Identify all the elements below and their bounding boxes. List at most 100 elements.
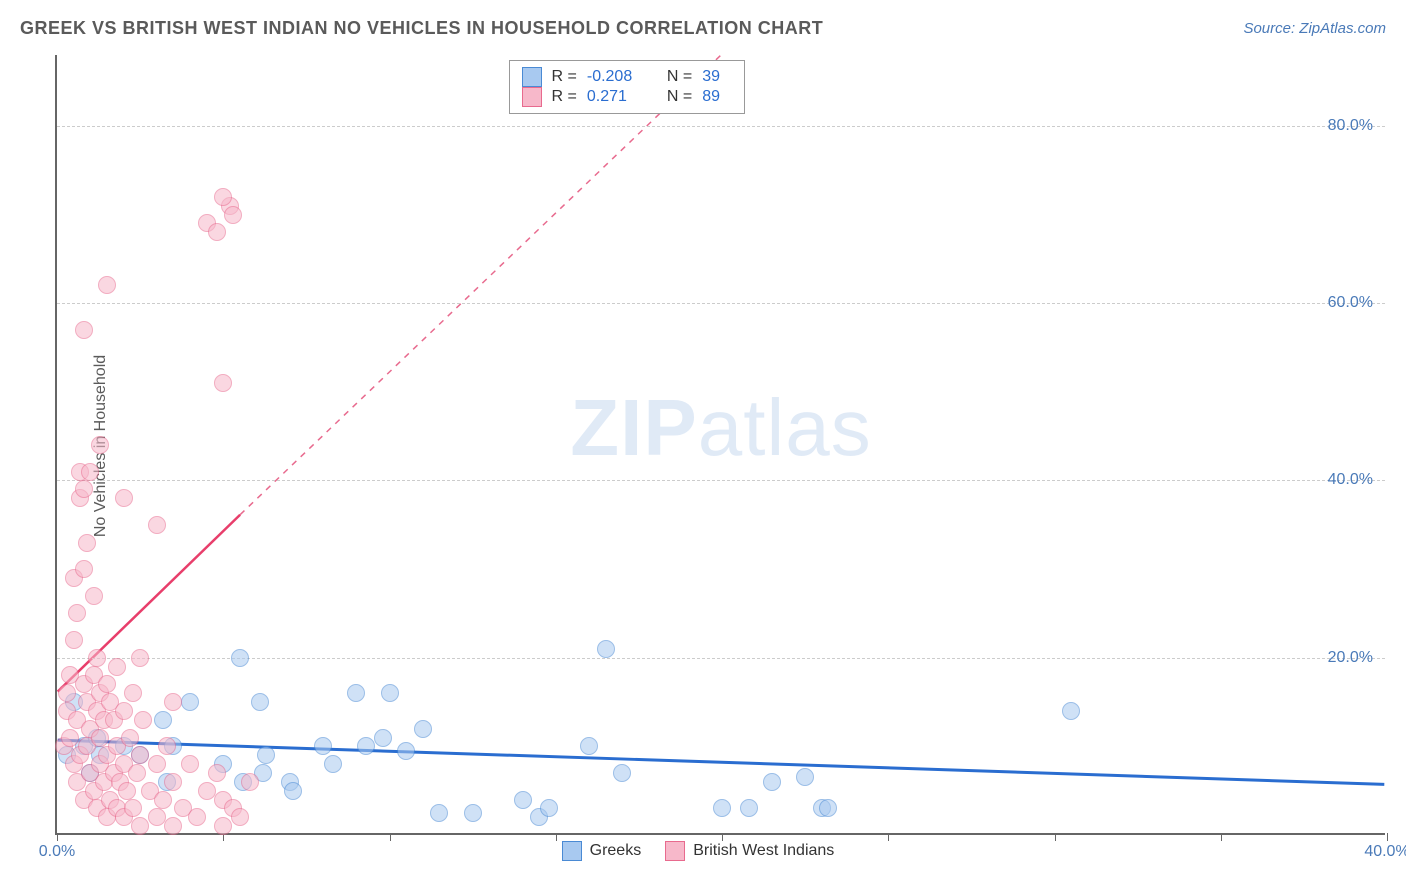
scatter-point xyxy=(181,693,199,711)
scatter-point xyxy=(68,604,86,622)
y-tick-label: 60.0% xyxy=(1328,294,1373,312)
scatter-point xyxy=(128,764,146,782)
gridline-horizontal xyxy=(57,658,1385,659)
legend-swatch xyxy=(522,67,542,87)
scatter-point xyxy=(164,693,182,711)
x-tick xyxy=(1387,833,1388,841)
legend-n-label: N = xyxy=(667,88,692,106)
legend-swatch xyxy=(562,841,582,861)
scatter-point xyxy=(713,799,731,817)
scatter-point xyxy=(763,773,781,791)
legend-r-value: -0.208 xyxy=(587,68,647,86)
scatter-point xyxy=(214,374,232,392)
scatter-point xyxy=(131,746,149,764)
scatter-point xyxy=(148,755,166,773)
scatter-point xyxy=(257,746,275,764)
legend-series-label: British West Indians xyxy=(693,842,834,860)
scatter-point xyxy=(154,791,172,809)
x-tick xyxy=(57,833,58,841)
scatter-point xyxy=(118,782,136,800)
scatter-point xyxy=(188,808,206,826)
scatter-point xyxy=(347,684,365,702)
source-link[interactable]: Source: ZipAtlas.com xyxy=(1243,20,1386,37)
legend-r-value: 0.271 xyxy=(587,88,647,106)
gridline-horizontal xyxy=(57,126,1385,127)
scatter-point xyxy=(224,206,242,224)
legend-n-value: 89 xyxy=(702,88,732,106)
legend-series-item: Greeks xyxy=(562,841,642,861)
scatter-point xyxy=(208,764,226,782)
scatter-point xyxy=(98,675,116,693)
x-tick-label: 0.0% xyxy=(39,843,75,861)
scatter-point xyxy=(214,188,232,206)
scatter-point xyxy=(75,480,93,498)
scatter-point xyxy=(115,702,133,720)
scatter-point xyxy=(241,773,259,791)
scatter-point xyxy=(164,773,182,791)
scatter-point xyxy=(397,742,415,760)
watermark-light: atlas xyxy=(698,383,872,472)
scatter-point xyxy=(98,276,116,294)
scatter-point xyxy=(148,808,166,826)
scatter-point xyxy=(121,729,139,747)
watermark: ZIPatlas xyxy=(570,382,871,474)
scatter-point xyxy=(464,804,482,822)
scatter-point xyxy=(124,799,142,817)
scatter-point xyxy=(414,720,432,738)
x-tick xyxy=(390,833,391,841)
scatter-point xyxy=(430,804,448,822)
y-tick-label: 80.0% xyxy=(1328,117,1373,135)
scatter-point xyxy=(131,817,149,835)
scatter-point xyxy=(61,729,79,747)
scatter-point xyxy=(314,737,332,755)
x-tick xyxy=(556,833,557,841)
x-tick-label: 40.0% xyxy=(1364,843,1406,861)
legend-n-value: 39 xyxy=(702,68,732,86)
legend-r-label: R = xyxy=(552,68,577,86)
legend-stat-row: R = 0.271 N = 89 xyxy=(522,87,733,107)
scatter-point xyxy=(819,799,837,817)
gridline-horizontal xyxy=(57,480,1385,481)
legend-r-label: R = xyxy=(552,88,577,106)
trend-lines-layer xyxy=(57,55,1385,833)
scatter-point xyxy=(208,223,226,241)
scatter-point xyxy=(164,817,182,835)
scatter-point xyxy=(214,817,232,835)
x-tick xyxy=(888,833,889,841)
legend-n-label: N = xyxy=(667,68,692,86)
scatter-point xyxy=(75,321,93,339)
scatter-point xyxy=(148,516,166,534)
scatter-point xyxy=(91,729,109,747)
scatter-point xyxy=(357,737,375,755)
scatter-point xyxy=(124,684,142,702)
scatter-point xyxy=(1062,702,1080,720)
chart-container: GREEK VS BRITISH WEST INDIAN NO VEHICLES… xyxy=(0,0,1406,892)
scatter-point xyxy=(740,799,758,817)
scatter-point xyxy=(91,436,109,454)
x-tick xyxy=(722,833,723,841)
scatter-point xyxy=(115,489,133,507)
scatter-point xyxy=(108,658,126,676)
scatter-point xyxy=(580,737,598,755)
scatter-point xyxy=(134,711,152,729)
legend-stat-row: R = -0.208 N = 39 xyxy=(522,67,733,87)
scatter-point xyxy=(181,755,199,773)
gridline-horizontal xyxy=(57,303,1385,304)
scatter-point xyxy=(796,768,814,786)
scatter-point xyxy=(613,764,631,782)
title-bar: GREEK VS BRITISH WEST INDIAN NO VEHICLES… xyxy=(20,18,1386,39)
scatter-point xyxy=(597,640,615,658)
scatter-point xyxy=(78,534,96,552)
scatter-point xyxy=(158,737,176,755)
y-tick-label: 40.0% xyxy=(1328,471,1373,489)
scatter-point xyxy=(85,587,103,605)
series-legend: Greeks British West Indians xyxy=(562,841,835,861)
scatter-point xyxy=(284,782,302,800)
legend-swatch xyxy=(665,841,685,861)
scatter-point xyxy=(75,560,93,578)
scatter-point xyxy=(381,684,399,702)
plot-area: ZIPatlas R = -0.208 N = 39 R = 0.271 N = 89… xyxy=(55,55,1385,835)
y-tick-label: 20.0% xyxy=(1328,649,1373,667)
scatter-point xyxy=(58,684,76,702)
scatter-point xyxy=(374,729,392,747)
